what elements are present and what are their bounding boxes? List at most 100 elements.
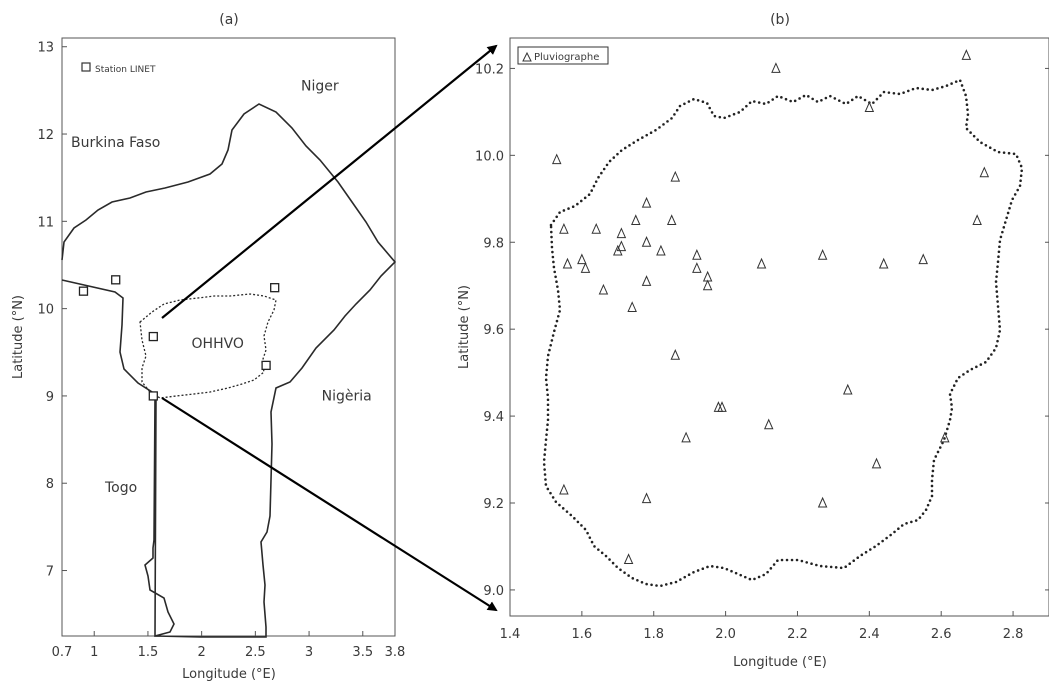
station-marker [261,360,271,371]
gauge-marker [979,166,990,178]
gauge-marker [580,262,591,273]
panel-b: (b) 1.4 1.6 1.8 2.0 2.2 2.4 2.6 2.8 9.0 9.2 9.4 9.6… [457,12,1049,670]
panel-a-xlabel: Longitude (°E) [182,667,276,682]
gauge-marker [670,170,681,182]
y-tick-label: 10 [37,303,54,318]
gauge-marker [559,483,569,495]
gauge-marker [623,553,634,565]
station-marker [148,331,158,342]
gauge-marker [843,383,853,395]
panel-a-axes: 0.7 1 1.5 2 2.5 3 3.5 3.8 7 8 9 10 11 12 13 [37,41,405,660]
y-tick-label: 8 [46,477,54,492]
x-tick-label: 2 [198,645,206,660]
panel-b-ylabel: Latitude (°N) [457,285,472,369]
y-tick-label: 9.8 [483,236,504,251]
y-tick-label: 10.0 [475,149,504,164]
gauge-marker [641,236,652,247]
country-labels: Niger Burkina Faso OHHVO Nigèria Togo [71,78,372,496]
gauge-marker [878,257,889,269]
x-tick-label: 0.7 [52,645,73,660]
gauge-marker [681,431,691,443]
gauge-marker [551,153,562,165]
gauge-marker [817,249,828,260]
gauge-marker [616,227,627,239]
panel-b-legend: Pluviographe [517,46,609,65]
gauge-marker [864,101,875,113]
zoom-arrow-upper [161,44,498,319]
panel-b-xlabel: Longitude (°E) [733,655,827,670]
y-tick-label: 9.2 [483,497,504,512]
x-tick-label: 2.5 [245,645,266,660]
y-tick-label: 9 [46,390,54,405]
country-label: Togo [104,480,137,496]
x-tick-label: 1.8 [643,627,664,642]
gauge-marker [559,222,569,234]
x-tick-label: 1.4 [500,627,521,642]
gauge-marker [702,279,713,291]
y-tick-label: 13 [37,41,54,56]
gauge-marker [972,214,982,226]
gauge-marker [717,401,727,412]
x-tick-label: 2.4 [859,627,880,642]
x-tick-label: 2.8 [1003,627,1024,642]
gauge-marker [961,49,972,60]
y-tick-label: 10.2 [475,62,504,77]
x-tick-label: 3.8 [385,645,406,660]
zoom-arrow-lower [161,397,498,612]
y-tick-label: 12 [37,128,54,143]
station-legend-label: Station LINET [95,65,156,75]
station-legend-symbol [81,62,91,72]
legend-box [517,46,609,65]
gauge-marker [591,222,602,234]
gauge-marker [656,244,666,256]
gauge-marker [940,431,950,443]
station-marker [270,283,280,293]
gauge-marker [616,240,627,252]
country-borders [61,103,397,638]
gauge-marker [763,418,774,430]
country-label: Burkina Faso [71,135,160,151]
linet-stations [78,275,280,401]
panel-a-ylabel: Latitude (°N) [11,295,26,379]
gauge-marker [771,62,781,73]
gauge-marker [692,262,702,273]
y-tick-label: 7 [46,565,54,580]
country-label: Nigèria [322,388,372,404]
y-tick-label: 9.6 [483,323,504,338]
gauge-marker [756,257,767,269]
gauge-marker [670,349,681,360]
zoom-arrows [161,44,498,612]
x-tick-label: 1.5 [138,645,159,660]
gauge-marker [871,457,882,469]
basin-boundary [542,78,1024,588]
gauge-marker [918,253,929,265]
panel-a: (a) 0.7 1 1.5 2 2.5 3 3.5 3.8 7 8 9 10 11 12 13 Statio… [11,12,405,682]
gauge-marker [641,275,652,286]
x-tick-label: 3 [305,645,313,660]
x-tick-label: 2.6 [931,627,952,642]
x-tick-label: 2.2 [787,627,808,642]
country-label: Niger [301,78,339,94]
gauge-marker [630,214,641,226]
triangle-legend-icon [522,51,532,62]
panel-b-frame [509,37,1049,617]
gauge-marker [817,496,828,508]
benin-border [61,103,397,638]
gauge-marker [577,253,587,265]
station-marker [148,391,158,401]
panel-a-title: (a) [219,12,239,28]
panel-b-axes: 1.4 1.6 1.8 2.0 2.2 2.4 2.6 2.8 9.0 9.2 9.4 9.6 9.8 1… [475,62,1049,642]
x-tick-label: 2.0 [715,627,736,642]
station-marker [78,286,89,296]
panel-a-legend: Station LINET [81,62,156,75]
x-tick-label: 1 [90,645,98,660]
gauge-marker [641,196,652,208]
pluviographe-gauges [551,49,990,565]
gauge-marker [562,257,573,269]
gauge-marker [598,283,609,295]
station-marker [111,275,121,285]
panel-a-frame [61,37,396,637]
gauge-marker [692,249,702,260]
pluviographe-legend-label: Pluviographe [534,52,599,63]
